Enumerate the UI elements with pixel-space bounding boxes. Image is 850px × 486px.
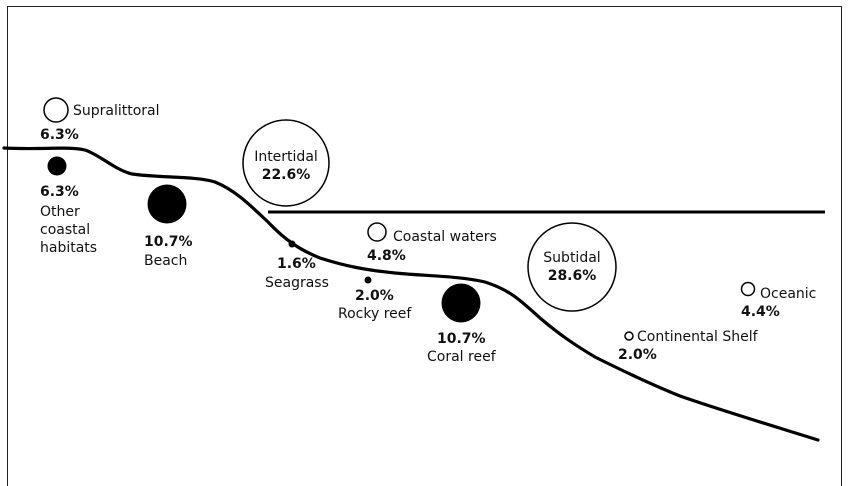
supralittoral-value: 6.3% [40,127,79,143]
coastal-waters-marker [367,222,387,242]
subtidal-value: 28.6% [548,268,597,284]
beach-value: 10.7% [144,234,193,250]
oceanic-marker [740,281,756,297]
coastal-waters-label: Coastal waters [393,229,497,245]
rocky-reef-marker [364,276,372,284]
seagrass-marker [288,240,296,248]
intertidal-value: 22.6% [262,167,311,183]
subtidal-marker [527,222,617,312]
continental-shelf-marker [624,331,634,341]
intertidal-marker [242,119,330,207]
supralittoral-marker [43,97,69,123]
beach-label: Beach [144,253,187,269]
supralittoral-label: Supralittoral [73,103,160,119]
coastal-waters-value: 4.8% [367,248,406,264]
coral-reef-value: 10.7% [437,331,486,347]
oceanic-label: Oceanic [760,286,816,302]
continental-shelf-label: Continental Shelf [637,329,759,345]
oceanic-value: 4.4% [741,304,780,320]
rocky-reef-label: Rocky reef [338,306,412,322]
other-coastal-label-line2: coastal [40,222,90,238]
other-coastal-value: 6.3% [40,184,79,200]
other-coastal-marker [47,156,67,176]
coral-reef-label: Coral reef [427,349,497,365]
diagram-frame [7,6,842,486]
continental-shelf-value: 2.0% [618,347,657,363]
rocky-reef-value: 2.0% [355,288,394,304]
beach-marker [147,184,187,224]
subtidal-label: Subtidal [543,250,600,266]
intertidal-label: Intertidal [254,149,318,165]
coral-reef-marker [441,283,481,323]
other-coastal-label-line3: habitats [40,240,97,256]
seagrass-label: Seagrass [265,275,329,291]
seabed-profile-line [2,146,820,442]
seagrass-value: 1.6% [277,256,316,272]
other-coastal-label-line1: Other [40,204,80,220]
